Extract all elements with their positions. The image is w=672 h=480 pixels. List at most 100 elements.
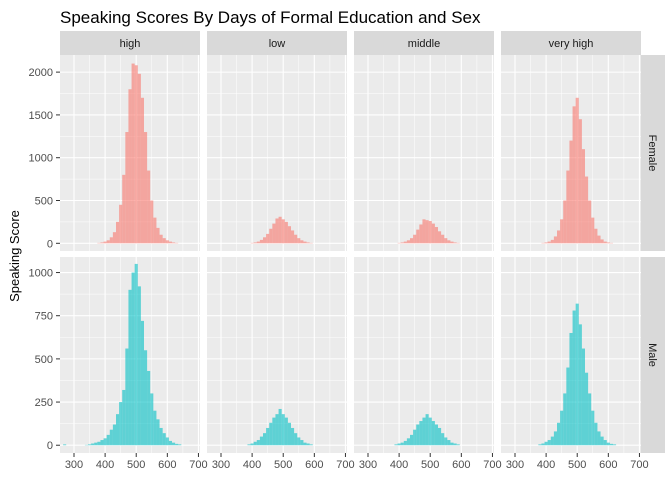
histogram-bar [253, 441, 257, 446]
y-tick-label: 2000 [29, 67, 53, 79]
histogram-bar [109, 429, 113, 446]
histogram-bar [125, 132, 129, 244]
histogram-bar [450, 442, 454, 446]
histogram-bar [144, 132, 148, 244]
histogram-bar [162, 433, 166, 446]
panel-male-low [207, 257, 347, 453]
histogram-bar [569, 140, 573, 244]
histogram-bar [303, 241, 307, 244]
column-strip-label: low [269, 38, 286, 50]
histogram-bar [428, 221, 432, 244]
histogram-bar [400, 442, 404, 446]
histogram-bar [100, 440, 104, 446]
histogram-bar [547, 440, 551, 446]
histogram-bar [175, 443, 179, 446]
histogram-bar [275, 218, 279, 244]
row-strip-label: Female [646, 135, 658, 172]
histogram-bar [97, 441, 101, 446]
x-tick-label: 600 [305, 459, 323, 471]
histogram-bar [94, 442, 98, 446]
histogram-bar [128, 89, 132, 244]
column-strip-high: high [60, 31, 200, 55]
histogram-bar [178, 444, 182, 446]
panel-male-middle [354, 257, 494, 453]
histogram-bar [403, 440, 407, 446]
histogram-bar [63, 444, 67, 446]
histogram-bar [588, 200, 592, 244]
histogram-bar [162, 238, 166, 244]
x-tick-label: 300 [212, 459, 230, 471]
histogram-bar [581, 149, 585, 244]
histogram-bar [309, 444, 313, 446]
histogram-bar [569, 332, 573, 446]
histogram-bar [122, 389, 126, 446]
x-tick-label: 600 [158, 459, 176, 471]
histogram-bar [140, 320, 144, 446]
histogram-bar [125, 348, 129, 446]
x-tick-label: 600 [452, 459, 470, 471]
histogram-bar [425, 414, 429, 446]
histogram-bar [112, 232, 116, 244]
x-tick-label: 500 [274, 459, 292, 471]
histogram-bar [406, 240, 410, 244]
y-tick-label: 250 [35, 397, 53, 409]
histogram-bar [131, 272, 135, 446]
histogram-bar [591, 410, 595, 446]
histogram-bar [553, 431, 557, 446]
histogram-bar [431, 223, 435, 244]
histogram-bar [303, 442, 307, 446]
histogram-bar [134, 65, 138, 244]
panel-female-high [60, 55, 200, 251]
histogram-bar [259, 436, 263, 446]
histogram-bar [297, 437, 301, 446]
histogram-bar [159, 427, 163, 446]
histogram-bar [550, 239, 554, 244]
histogram-bar [103, 241, 107, 244]
histogram-bar [578, 324, 582, 446]
column-strip-label: very high [549, 38, 594, 50]
column-strip-label: high [120, 38, 141, 50]
histogram-bar [453, 443, 457, 446]
y-tick-label: 750 [35, 311, 53, 323]
histogram-bar [88, 444, 92, 446]
histogram-bar [287, 422, 291, 446]
histogram-bar [131, 63, 135, 244]
histogram-bar [413, 429, 417, 446]
histogram-bar [400, 242, 404, 244]
histogram-bar [247, 444, 251, 446]
histogram-bar [168, 440, 172, 446]
histogram-bar [447, 440, 451, 446]
histogram-bar [116, 414, 120, 446]
histogram-bar [137, 286, 141, 446]
histogram-bar [156, 227, 160, 244]
histogram-bar [306, 242, 310, 244]
histogram-bar [425, 220, 429, 244]
histogram-bar [278, 408, 282, 446]
histogram-bar [444, 238, 448, 244]
histogram-bar [434, 424, 438, 446]
histogram-bar [538, 444, 542, 446]
histogram-bar [416, 229, 420, 244]
column-strip-label: middle [408, 38, 440, 50]
histogram-bar [291, 230, 295, 244]
histogram-bar [428, 417, 432, 446]
histogram-bar [294, 234, 298, 244]
histogram-bar [431, 421, 435, 446]
histogram-bar [544, 441, 548, 446]
histogram-bar [441, 234, 445, 244]
histogram-bar [263, 237, 267, 244]
histogram-bar [594, 422, 598, 446]
panel-female-very-high [501, 55, 641, 251]
histogram-bar [140, 97, 144, 244]
histogram-bar [103, 438, 107, 446]
y-axis-title: Speaking Score [7, 210, 22, 302]
y-tick-label: 0 [47, 238, 53, 250]
strip-background [641, 55, 665, 251]
histogram-bar [456, 444, 460, 446]
histogram-bar [422, 219, 426, 244]
x-tick-label: 500 [421, 459, 439, 471]
histogram-bar [128, 289, 132, 446]
histogram-bar [256, 440, 260, 446]
histogram-bar [544, 242, 548, 244]
x-tick-label: 700 [630, 459, 648, 471]
